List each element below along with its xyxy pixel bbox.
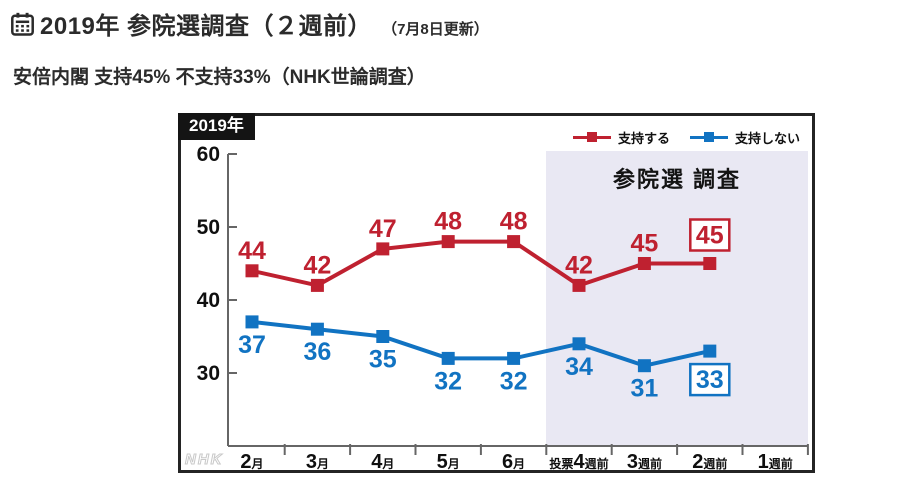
page-title: 2019年 参院選調査（２週前） （7月8日更新） (10, 6, 489, 41)
x-axis-category-label: 3月 (306, 451, 329, 470)
value-label: 48 (500, 208, 528, 236)
chart-year-badge: 2019年 (178, 113, 255, 140)
poll-line-chart: 2019年 参院選 調査 支持する 支持しない 60 50 40 30 2月 3月 4月 5月 6… (178, 113, 815, 473)
legend-label: 支持する (617, 131, 670, 146)
final-value-box (689, 362, 731, 397)
legend-line-marker (572, 132, 611, 142)
value-label: 48 (434, 208, 462, 236)
x-axis-category-label: 6月 (502, 451, 525, 470)
data-point-marker (376, 330, 390, 343)
value-label: 42 (303, 251, 331, 279)
election-survey-label: 参院選 調査 (612, 167, 742, 192)
data-point-marker (703, 257, 717, 270)
data-point-marker (572, 337, 586, 351)
data-point-marker (310, 322, 324, 336)
data-point-marker (245, 315, 259, 329)
data-point-marker (310, 278, 324, 292)
legend-square-marker (703, 132, 714, 142)
y-axis-tick-label: 50 (197, 216, 220, 239)
series-line (251, 319, 711, 368)
final-value-label: 45 (696, 222, 724, 250)
y-axis-tick-label: 60 (197, 143, 220, 166)
legend-item: 支持する (572, 128, 670, 147)
data-point-marker (245, 264, 259, 278)
nhk-watermark: NHK (185, 451, 224, 469)
data-point-marker (376, 242, 390, 256)
data-point-marker (507, 235, 521, 249)
final-value-label: 33 (696, 366, 724, 394)
y-axis-tick-label: 30 (197, 362, 220, 385)
legend-square-marker (586, 132, 597, 142)
legend-item: 支持しない (689, 128, 800, 147)
value-label: 36 (303, 338, 331, 366)
chart-legend: 支持する 支持しない (572, 128, 800, 147)
page-title-text: 2019年 参院選調査（２週前） (40, 13, 373, 40)
data-point-marker (637, 257, 651, 270)
data-point-marker (441, 235, 455, 249)
series-line (251, 239, 710, 288)
data-point-marker (637, 359, 651, 373)
value-label: 34 (565, 353, 593, 381)
value-label: 45 (630, 230, 658, 258)
data-point-marker (507, 351, 521, 365)
x-axis-category-label: 5月 (437, 451, 460, 470)
final-value-box (689, 218, 731, 252)
value-label: 35 (369, 346, 397, 374)
x-axis-category-label: 1週前 (758, 451, 793, 470)
value-label: 32 (434, 367, 462, 395)
y-axis-tick-label: 40 (197, 289, 220, 312)
x-axis-category-label: 4月 (371, 451, 394, 470)
data-point-marker (703, 344, 717, 358)
x-axis-category-label: 投票4週前 (549, 451, 608, 470)
value-label: 32 (500, 367, 528, 395)
data-point-marker (572, 278, 586, 292)
line-plot: 60 50 40 30 2月 3月 4月 5月 6月 投票4週前 3週前 2週前 1週前 44 42 47 48… (197, 143, 809, 470)
data-point-marker (441, 351, 455, 365)
page-title-note: （7月8日更新） (382, 21, 489, 38)
legend-label: 支持しない (734, 131, 800, 146)
value-label: 47 (369, 215, 397, 243)
value-label: 31 (630, 375, 658, 403)
value-label: 44 (238, 237, 266, 265)
x-axis-category-label: 2週前 (692, 451, 727, 470)
legend-line-marker (689, 132, 728, 142)
election-survey-region: 参院選 調査 (546, 151, 808, 446)
page-subtitle: 安倍内閣 支持45% 不支持33%（NHK世論調査） (13, 67, 426, 88)
value-label: 42 (565, 251, 593, 279)
x-axis-category-label: 2月 (240, 451, 263, 470)
x-axis-category-label: 3週前 (627, 451, 662, 470)
value-label: 37 (238, 331, 266, 359)
calendar-icon (10, 12, 35, 37)
